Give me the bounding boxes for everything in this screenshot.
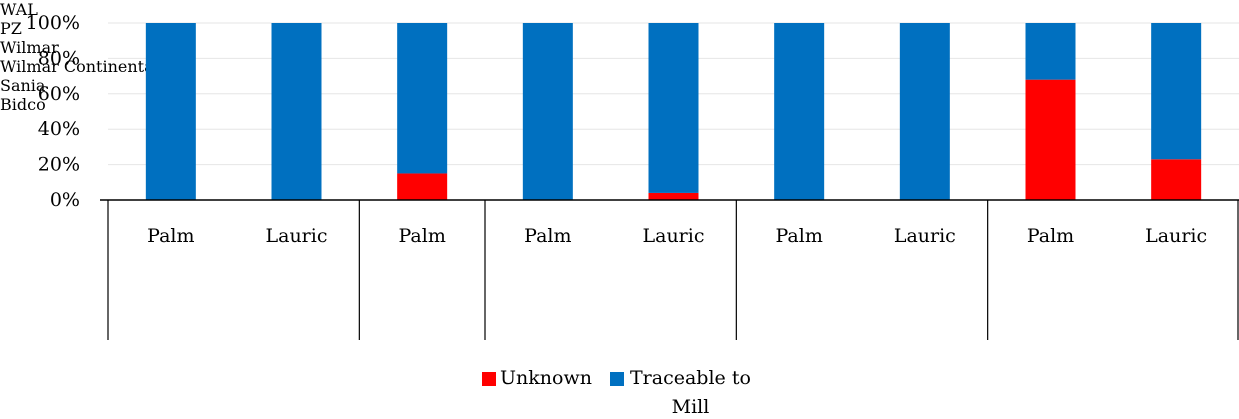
x-tick-label: Lauric [1145, 225, 1207, 247]
legend: Unknown Traceable to Mill [482, 364, 771, 419]
bar-segment [271, 23, 322, 200]
bar-segment [522, 23, 573, 200]
x-tick-label: Palm [1027, 225, 1074, 247]
bar-segment [1151, 159, 1202, 200]
bar-segment [397, 173, 448, 200]
bar-segment [774, 23, 825, 200]
x-tick-label: Lauric [643, 225, 705, 247]
legend-label: Unknown [500, 367, 592, 389]
x-tick-label: Palm [147, 225, 194, 247]
group-label: WAL [0, 0, 38, 19]
group-label: Sania [0, 76, 46, 95]
y-tick-label: 0% [50, 189, 80, 211]
bar-segment [1025, 23, 1076, 80]
legend-swatch [482, 372, 496, 386]
legend-item: Traceable to Mill [609, 364, 753, 419]
x-tick-label: Palm [398, 225, 445, 247]
bar-segment [145, 23, 196, 200]
y-tick-label: 80% [38, 47, 80, 69]
group-label: Bidco [0, 95, 46, 114]
x-tick-label: Palm [524, 225, 571, 247]
group-label: PZ Wilmar [0, 19, 59, 57]
y-tick-label: 40% [38, 118, 80, 140]
legend-item: Unknown [482, 364, 592, 393]
bar-segment [397, 23, 448, 174]
bar-segment [899, 23, 950, 200]
bar-segment [648, 23, 699, 193]
legend-label: Traceable to Mill [630, 367, 751, 418]
legend-swatch [609, 372, 624, 386]
bar-segment [648, 192, 699, 200]
bar-segment [1151, 23, 1202, 160]
bar-segment [1025, 79, 1076, 200]
x-tick-label: Lauric [894, 225, 956, 247]
y-tick-label: 100% [26, 12, 80, 34]
y-tick-label: 60% [38, 83, 80, 105]
group-label: Wilmar Continental [0, 57, 159, 76]
y-tick-label: 20% [38, 154, 80, 176]
x-tick-label: Lauric [266, 225, 328, 247]
x-tick-label: Palm [775, 225, 822, 247]
